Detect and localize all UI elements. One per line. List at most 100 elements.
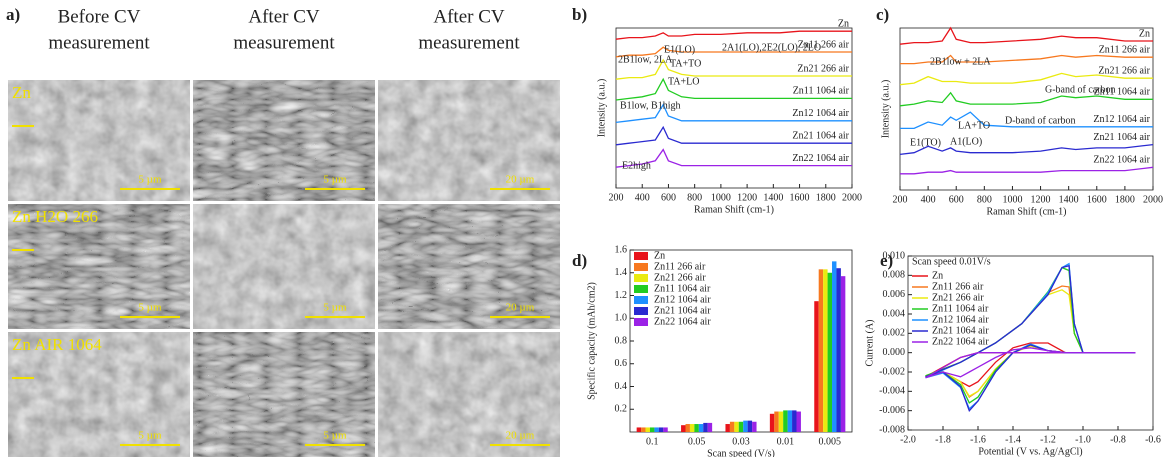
series-line bbox=[615, 148, 852, 168]
x-tick-label: 600 bbox=[949, 194, 964, 205]
y-tick-label: 0.2 bbox=[615, 404, 628, 415]
bar bbox=[729, 421, 735, 432]
series-line bbox=[615, 103, 852, 124]
y-tick-label: 0.000 bbox=[883, 347, 906, 358]
sem-image bbox=[8, 332, 190, 457]
annotation: 2B1low, 2LA bbox=[618, 54, 673, 65]
series-label: Zn11 266 air bbox=[1099, 44, 1151, 55]
row-label: Zn AIR 1064 bbox=[12, 335, 102, 354]
legend-label: Zn11 1064 air bbox=[654, 283, 711, 294]
panel-label: e) bbox=[880, 251, 893, 270]
y-tick-label: -0.006 bbox=[879, 405, 905, 416]
legend-label: Zn21 1064 air bbox=[932, 325, 989, 336]
bar bbox=[703, 422, 708, 432]
y-tick-label: 0.008 bbox=[883, 270, 906, 281]
y-tick-label: -0.004 bbox=[879, 386, 905, 397]
bar bbox=[707, 422, 713, 432]
series-line bbox=[899, 91, 1153, 107]
bar bbox=[787, 410, 793, 432]
series-label: Zn21 266 air bbox=[1098, 66, 1150, 77]
x-tick-label: 2000 bbox=[842, 192, 862, 203]
annotation: D-band of carbon bbox=[1005, 115, 1076, 126]
bar bbox=[827, 272, 833, 432]
bar bbox=[658, 427, 664, 432]
sem-image bbox=[8, 204, 190, 329]
annotation: 2B1low + 2LA bbox=[930, 56, 991, 67]
legend-label: Zn22 1064 air bbox=[654, 316, 711, 327]
legend-label: Zn22 1064 air bbox=[932, 336, 989, 347]
series-label: Zn21 266 air bbox=[797, 63, 849, 74]
annotation: E1(TO) bbox=[910, 137, 941, 148]
legend-swatch bbox=[634, 274, 648, 282]
y-tick-label: 0.004 bbox=[883, 308, 906, 319]
bar bbox=[694, 424, 699, 432]
y-axis-title: Intensity (a.u.) bbox=[880, 80, 891, 139]
x-tick-label: 400 bbox=[921, 194, 936, 205]
sem-image bbox=[8, 80, 190, 201]
legend-label: Zn11 266 air bbox=[654, 261, 706, 272]
annotation: TA+TO bbox=[670, 58, 701, 69]
legend-label: Zn21 266 air bbox=[654, 272, 706, 283]
series-line bbox=[899, 72, 1153, 86]
x-tick-label: 0.01 bbox=[777, 436, 795, 447]
bar bbox=[689, 424, 695, 432]
x-tick-label: 1400 bbox=[1059, 194, 1079, 205]
column-header: measurement bbox=[48, 32, 150, 53]
series-label: Zn22 1064 air bbox=[792, 153, 849, 164]
annotation: LA+TO bbox=[958, 120, 990, 131]
y-tick-label: 0.010 bbox=[883, 250, 906, 261]
x-tick-label: 0.05 bbox=[688, 436, 706, 447]
sem-image bbox=[193, 332, 375, 457]
row-label: Zn H2O 266 bbox=[12, 207, 98, 226]
series-line bbox=[925, 264, 1136, 412]
scale-bar-label: 5 µm bbox=[138, 430, 162, 442]
x-tick-label: 1200 bbox=[737, 192, 757, 203]
y-axis-title: Specific capacity (mAh/cm2) bbox=[586, 282, 597, 400]
legend-label: Zn11 1064 air bbox=[932, 303, 989, 314]
x-axis-title: Potential (V vs. Ag/AgCl) bbox=[978, 446, 1082, 457]
panel-label: d) bbox=[572, 251, 587, 270]
x-tick-label: 600 bbox=[661, 192, 676, 203]
series-label: Zn bbox=[1139, 28, 1150, 39]
annotation: B1low, B1high bbox=[620, 100, 680, 111]
series-line bbox=[900, 54, 1153, 65]
series-label: Zn21 1064 air bbox=[1093, 132, 1150, 143]
bar bbox=[747, 420, 753, 432]
x-tick-label: 800 bbox=[977, 194, 992, 205]
y-tick-label: 1.6 bbox=[615, 244, 628, 255]
y-tick-label: 0.006 bbox=[883, 289, 906, 300]
sem-image bbox=[193, 204, 375, 329]
bar bbox=[818, 269, 824, 432]
series-line bbox=[615, 30, 852, 40]
series-line bbox=[899, 143, 1154, 156]
x-tick-label: 800 bbox=[687, 192, 702, 203]
y-tick-label: -0.002 bbox=[879, 366, 905, 377]
bar bbox=[663, 427, 668, 432]
scale-bar-label: 5 µm bbox=[138, 302, 162, 314]
bar bbox=[774, 411, 779, 432]
row-label: Zn bbox=[12, 83, 31, 102]
x-tick-label: 200 bbox=[893, 194, 908, 205]
bar bbox=[752, 421, 757, 432]
y-tick-label: 1.2 bbox=[615, 290, 628, 301]
scale-bar-label: 20 µm bbox=[506, 302, 535, 314]
y-axis-title: Intensity (a.u.) bbox=[596, 79, 607, 138]
legend-swatch bbox=[634, 307, 648, 315]
legend-swatch bbox=[634, 285, 648, 293]
scale-bar-label: 5 µm bbox=[323, 174, 347, 186]
y-axis-title: Current (A) bbox=[864, 320, 875, 367]
column-header: Before CV bbox=[58, 6, 141, 27]
x-tick-label: -1.0 bbox=[1075, 434, 1091, 445]
series-line bbox=[615, 125, 852, 146]
bar bbox=[738, 421, 744, 432]
series-label: Zn11 266 air bbox=[798, 39, 850, 50]
x-tick-label: 1800 bbox=[1115, 194, 1135, 205]
scale-bar-label: 20 µm bbox=[506, 174, 535, 186]
scale-bar-label: 5 µm bbox=[138, 174, 162, 186]
sem-image bbox=[378, 332, 560, 457]
x-tick-label: 400 bbox=[635, 192, 650, 203]
y-tick-label: 1.4 bbox=[615, 267, 628, 278]
legend-label: Zn bbox=[654, 250, 665, 261]
sem-image bbox=[378, 204, 560, 329]
legend-label: Zn11 266 air bbox=[932, 281, 984, 292]
